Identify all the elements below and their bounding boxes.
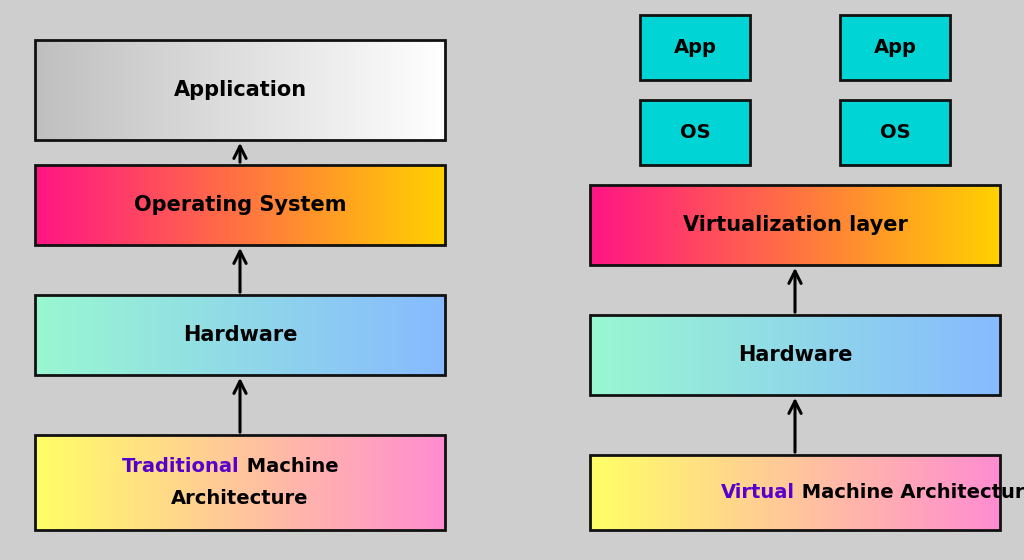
Bar [590, 315, 1000, 395]
Text: OS: OS [680, 123, 711, 142]
Bar [840, 100, 950, 165]
Text: Hardware: Hardware [737, 345, 852, 365]
Bar [35, 295, 445, 375]
Bar [840, 15, 950, 80]
Text: Hardware: Hardware [182, 325, 297, 345]
Bar [640, 15, 750, 80]
Text: Traditional: Traditional [123, 457, 240, 476]
Bar [35, 165, 445, 245]
Bar [35, 40, 445, 140]
Bar [590, 185, 1000, 265]
Bar [35, 435, 445, 530]
Text: Application: Application [173, 80, 306, 100]
Text: Architecture: Architecture [171, 489, 309, 508]
Bar [640, 100, 750, 165]
Text: OS: OS [880, 123, 910, 142]
Text: Virtual: Virtual [721, 483, 795, 502]
Text: Virtualization layer: Virtualization layer [683, 215, 907, 235]
Bar [590, 455, 1000, 530]
Text: Machine Architecture: Machine Architecture [795, 483, 1024, 502]
Text: Machine: Machine [240, 457, 339, 476]
Text: Operating System: Operating System [134, 195, 346, 215]
Text: App: App [873, 38, 916, 57]
Text: App: App [674, 38, 717, 57]
